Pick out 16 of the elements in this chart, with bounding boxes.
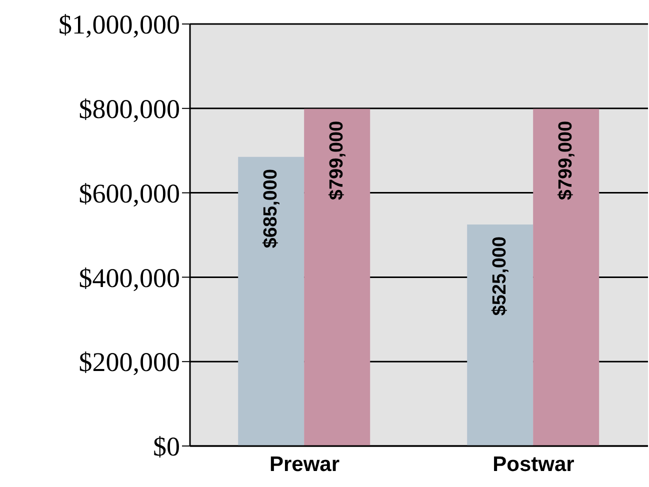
bar <box>533 108 600 446</box>
x-tick-label: Postwar <box>492 452 574 476</box>
x-tick-label: Prewar <box>269 452 340 476</box>
bar <box>467 224 534 446</box>
y-tick-label: $400,000 <box>78 262 180 293</box>
y-tick-label: $0 <box>153 432 180 462</box>
y-tick-label: $200,000 <box>78 347 180 378</box>
data-label: $685,000 <box>260 168 282 248</box>
y-tick-label: $1,000,000 <box>58 10 180 40</box>
data-label: $799,000 <box>326 120 348 200</box>
y-tick-label: $800,000 <box>78 94 180 124</box>
bar <box>304 108 370 446</box>
data-label: $799,000 <box>556 120 577 200</box>
data-label: $525,000 <box>490 236 511 316</box>
bar <box>238 156 304 446</box>
y-tick-label: $600,000 <box>78 178 180 208</box>
